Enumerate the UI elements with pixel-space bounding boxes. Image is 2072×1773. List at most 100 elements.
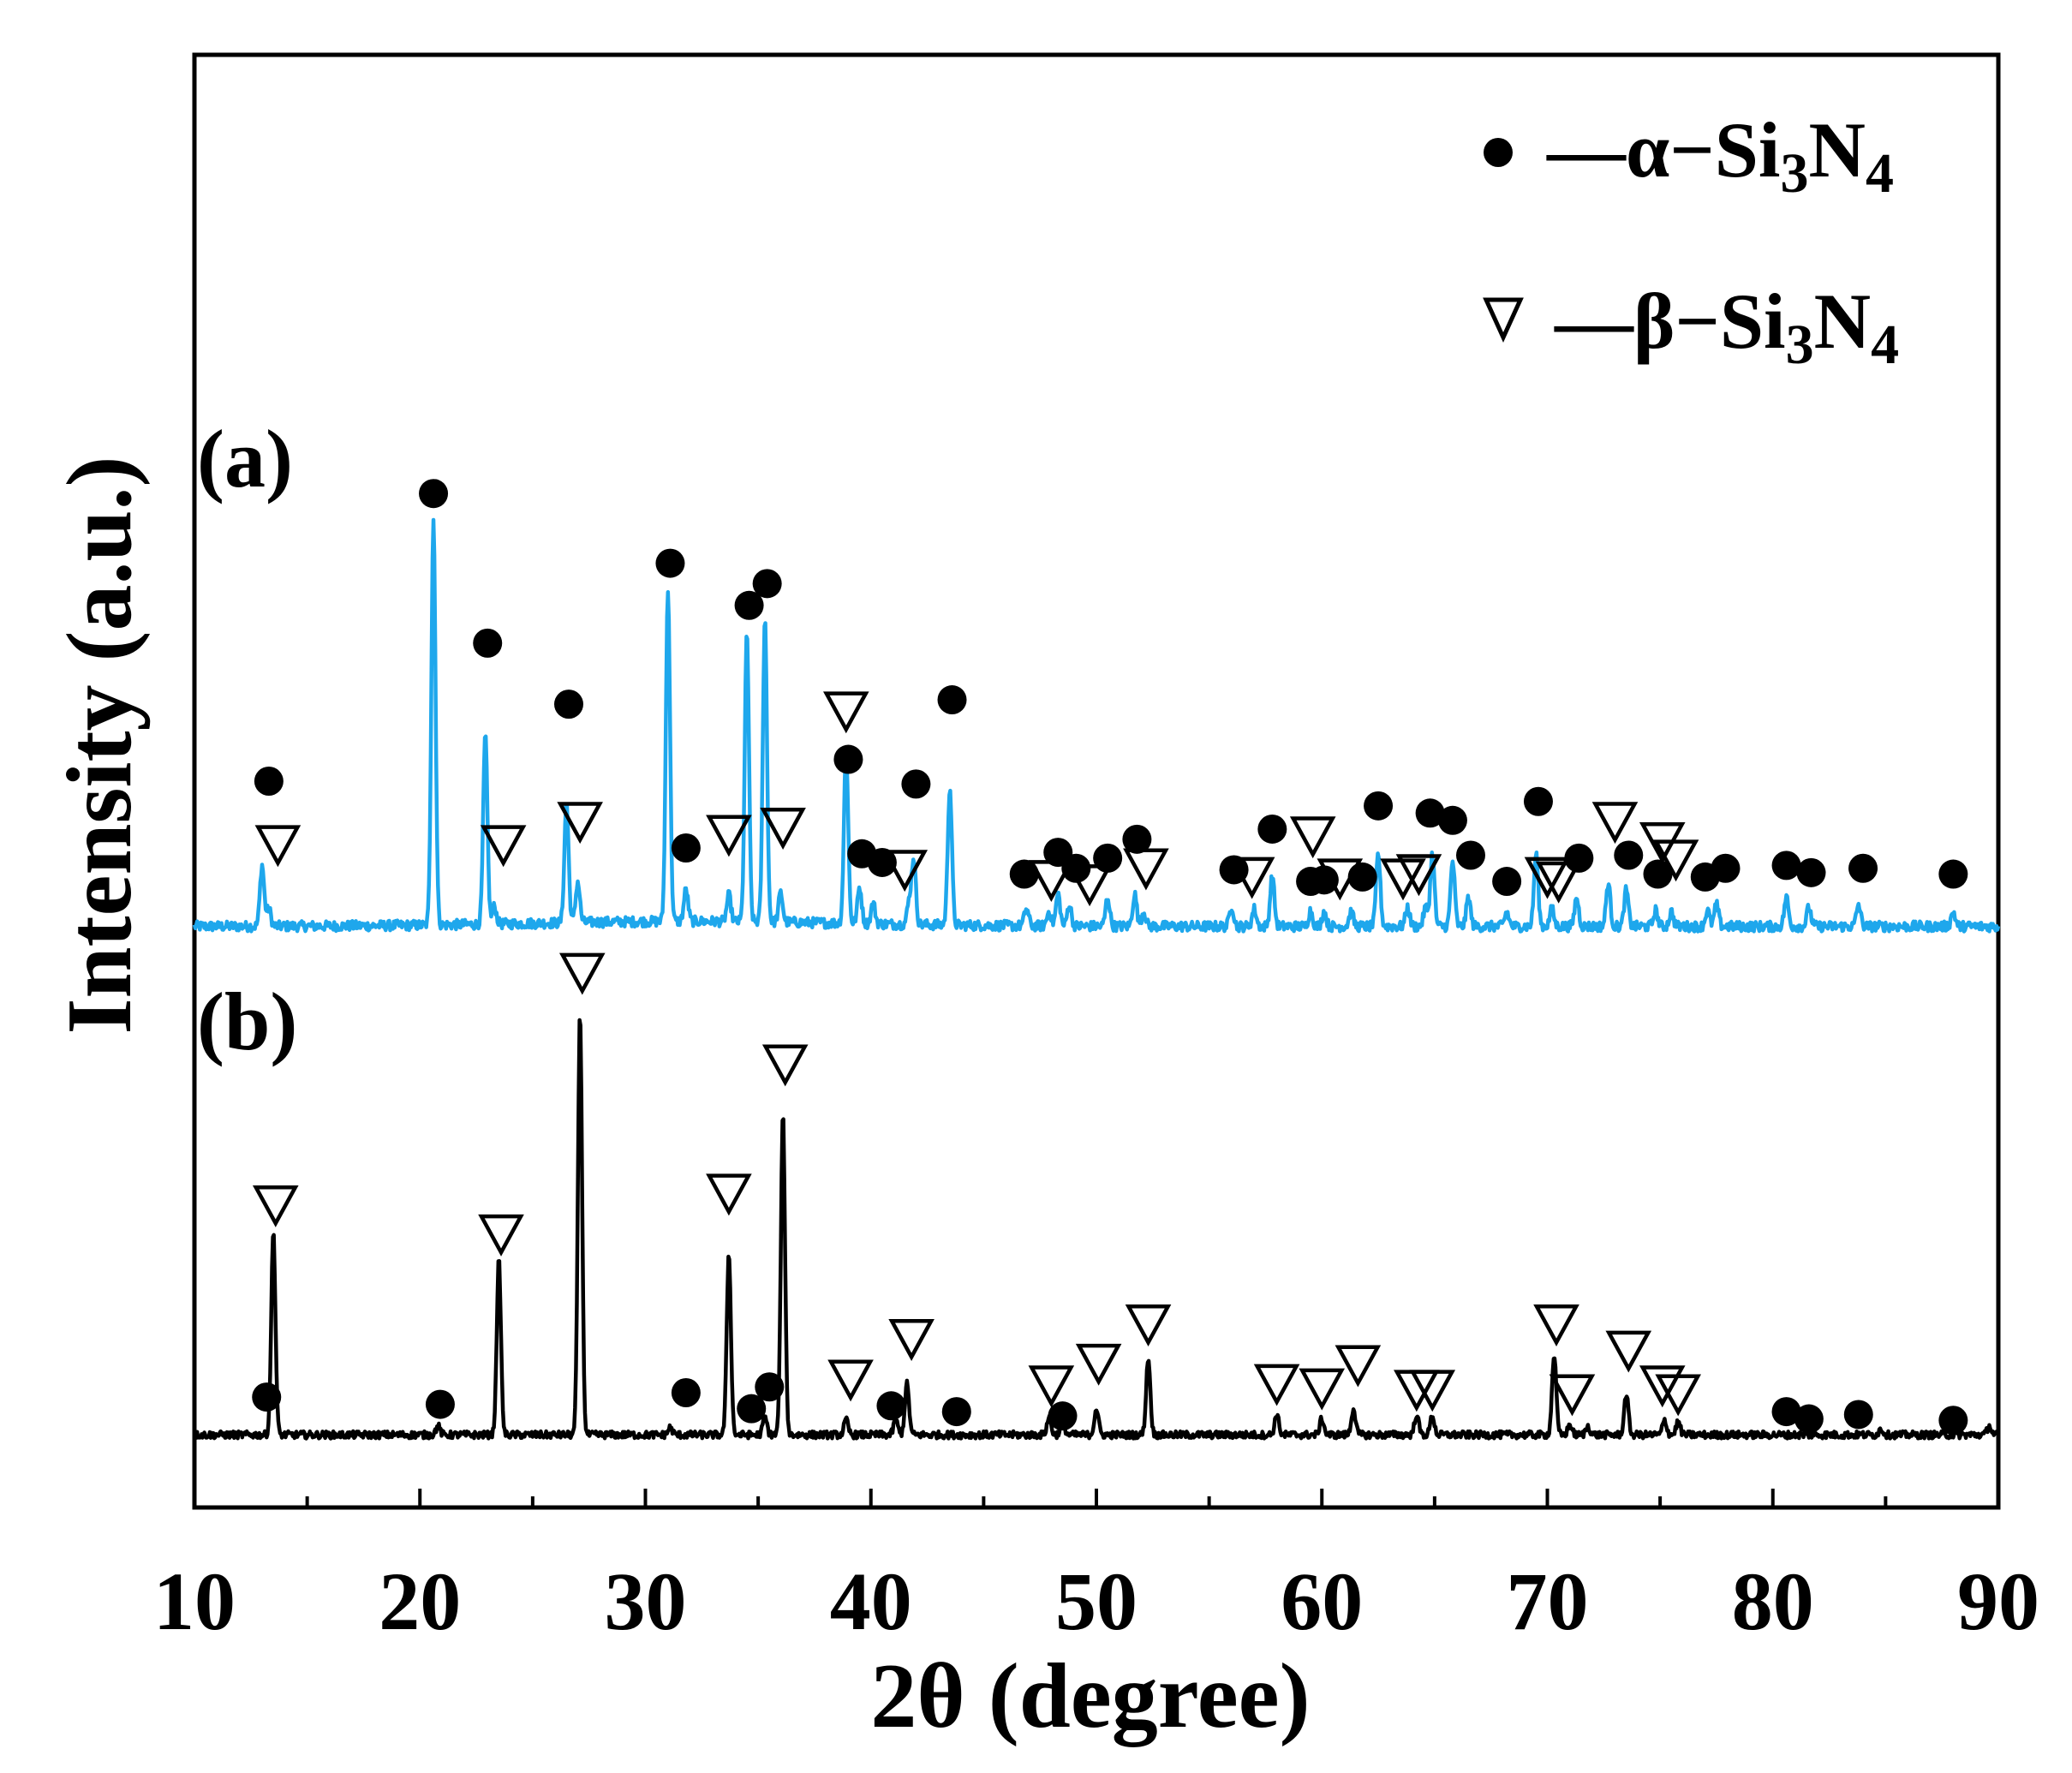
beta-marker-a	[1591, 802, 1639, 845]
beta-marker-b	[761, 1044, 809, 1087]
beta-marker-a	[1317, 858, 1364, 901]
alpha-marker-a	[1122, 824, 1152, 854]
alpha-marker-b	[1938, 1406, 1968, 1436]
x-tick-label: 70	[1507, 1555, 1589, 1647]
beta-marker-a	[822, 691, 869, 734]
alpha-marker-a	[254, 767, 284, 796]
beta-marker-b	[1335, 1345, 1382, 1388]
alpha-marker-a	[1848, 853, 1878, 883]
alpha-marker-a	[473, 628, 503, 658]
beta-marker-a	[1652, 839, 1699, 882]
alpha-marker-a	[867, 847, 897, 877]
legend-alpha-label: —α−Si3N4	[1546, 106, 1894, 205]
alpha-marker-a	[1711, 853, 1741, 883]
beta-marker-a	[1066, 864, 1113, 907]
x-tick-label: 20	[379, 1555, 461, 1647]
beta-marker-a	[1524, 857, 1571, 899]
beta-marker-b	[1075, 1343, 1122, 1386]
alpha-marker-a	[1437, 805, 1467, 835]
beta-marker-a	[1289, 816, 1336, 859]
alpha-marker-a	[1309, 865, 1339, 895]
alpha-marker-a	[1009, 859, 1039, 889]
x-tick-group	[193, 1489, 2000, 1507]
x-tick-label: 80	[1732, 1555, 1814, 1647]
marker-layer	[252, 479, 1968, 1436]
x-tick-label: 10	[153, 1555, 236, 1647]
alpha-marker-b	[252, 1382, 282, 1412]
beta-marker-a	[1123, 848, 1169, 891]
x-tick-label: 60	[1281, 1555, 1363, 1647]
beta-marker-a	[1228, 857, 1275, 899]
alpha-marker-a	[901, 769, 931, 799]
alpha-marker-b	[1771, 1397, 1801, 1427]
beta-marker-b	[478, 1214, 524, 1257]
alpha-marker-a	[1643, 859, 1673, 889]
alpha-marker-a	[671, 833, 701, 863]
alpha-marker-a	[1455, 840, 1485, 870]
alpha-marker-a	[1523, 786, 1553, 816]
series-layer	[192, 517, 2001, 1441]
x-tick-label: 40	[830, 1555, 912, 1647]
alpha-marker-b	[941, 1397, 971, 1427]
alpha-marker-a	[1415, 798, 1445, 828]
alpha-marker-a	[655, 548, 685, 578]
alpha-marker-b	[671, 1378, 701, 1408]
beta-marker-b	[706, 1173, 752, 1216]
beta-marker-b	[1028, 1365, 1075, 1408]
alpha-marker-a	[1564, 843, 1594, 873]
beta-marker-a	[760, 808, 806, 850]
alpha-marker-a	[833, 744, 863, 774]
beta-marker-b	[1605, 1330, 1652, 1373]
alpha-marker-b	[737, 1394, 767, 1424]
beta-marker-a	[254, 825, 302, 868]
beta-marker-b	[1253, 1364, 1300, 1406]
beta-marker-b	[1409, 1370, 1456, 1412]
alpha-marker-a	[937, 685, 967, 715]
beta-marker-b	[1549, 1374, 1596, 1417]
alpha-marker-a	[734, 590, 764, 620]
x-tick-label: 90	[1957, 1555, 2039, 1647]
alpha-marker-a	[1364, 791, 1394, 821]
beta-marker-a	[1028, 860, 1075, 903]
x-tick-label: 30	[605, 1555, 687, 1647]
plot-frame	[192, 52, 2001, 1510]
series-a-trace	[192, 517, 2001, 934]
x-axis-label: 2θ (degree)	[870, 1645, 1310, 1747]
series-b-trace	[193, 1018, 2001, 1441]
series-a-label: (a)	[197, 413, 293, 504]
beta-marker-a	[1395, 854, 1442, 897]
beta-marker-b	[252, 1185, 299, 1227]
beta-marker-a	[1535, 861, 1582, 904]
series-b-label: (b)	[197, 976, 297, 1067]
alpha-marker-b	[1794, 1404, 1824, 1434]
beta-marker-b	[558, 952, 606, 995]
alpha-marker-a	[1938, 859, 1968, 889]
alpha-marker-a	[1257, 814, 1287, 844]
alpha-marker-a	[752, 569, 782, 599]
legend-alpha-symbol	[1484, 138, 1513, 167]
beta-marker-b	[1299, 1368, 1346, 1411]
beta-marker-b	[1533, 1304, 1579, 1346]
alpha-marker-b	[425, 1389, 455, 1419]
beta-marker-b	[1639, 1365, 1686, 1408]
legend: —α−Si3N4 —β−Si3N4	[1483, 106, 1899, 376]
beta-marker-a	[557, 802, 603, 845]
beta-marker-a	[480, 825, 527, 868]
legend-beta-label: —β−Si3N4	[1554, 278, 1899, 376]
alpha-marker-b	[1843, 1400, 1873, 1430]
alpha-marker-a	[419, 479, 449, 509]
alpha-marker-a	[1492, 867, 1522, 897]
alpha-marker-b	[755, 1372, 785, 1402]
beta-marker-b	[1125, 1304, 1172, 1346]
alpha-marker-a	[1796, 857, 1826, 887]
x-tick-label: 50	[1055, 1555, 1138, 1647]
alpha-marker-a	[1771, 851, 1801, 881]
beta-marker-b	[827, 1359, 874, 1402]
beta-marker-a	[881, 850, 929, 892]
alpha-marker-b	[876, 1391, 906, 1421]
beta-marker-b	[888, 1319, 934, 1361]
x-tick-label-group: 10 20 30 40 50 60 70 80 90	[153, 1555, 2039, 1647]
beta-marker-a	[706, 815, 752, 857]
